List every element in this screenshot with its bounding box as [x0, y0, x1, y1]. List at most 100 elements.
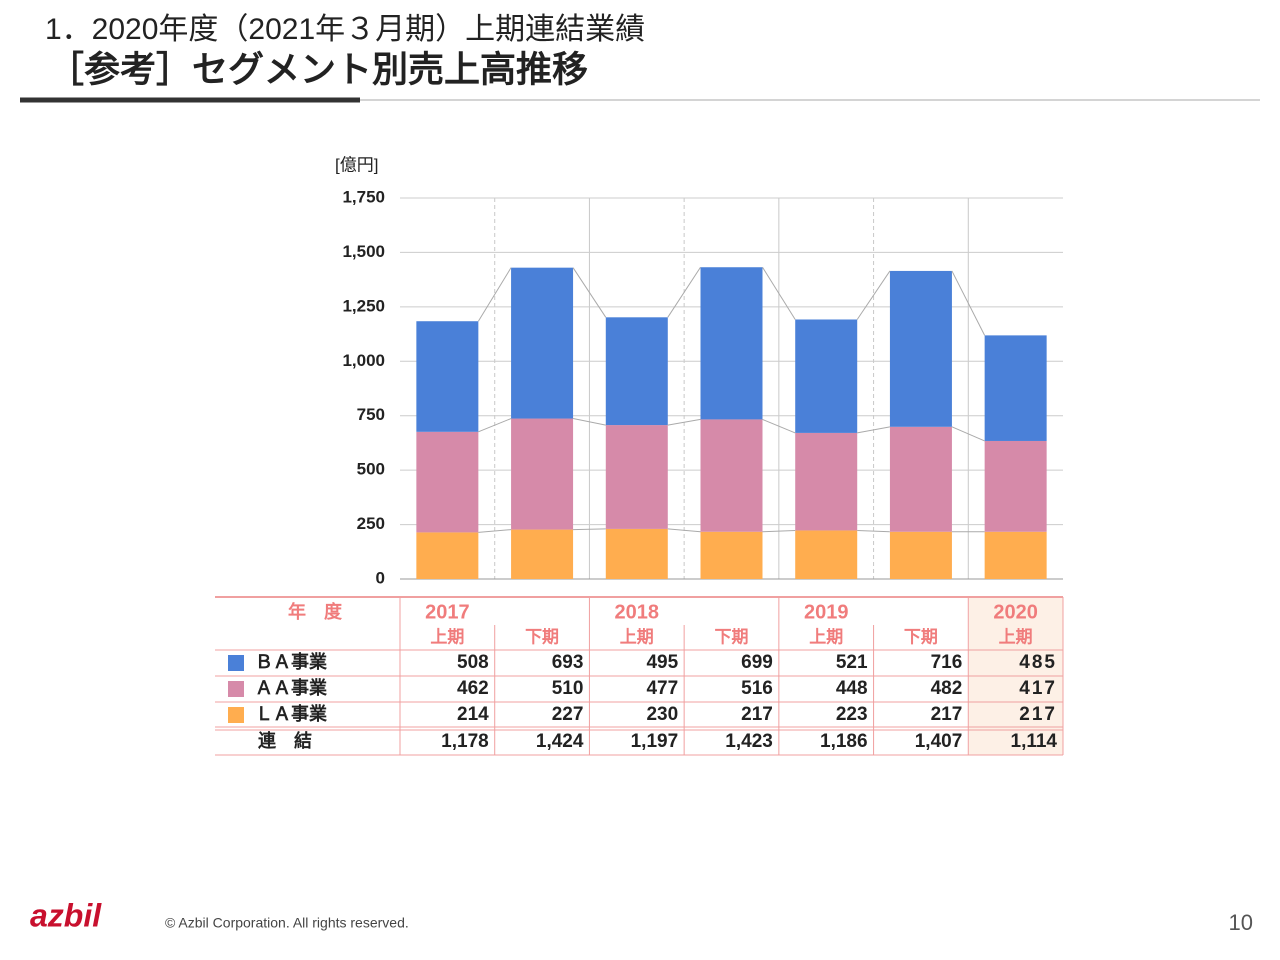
- connector-line: [762, 529, 796, 533]
- bar-segment: [605, 317, 668, 426]
- connector-line: [667, 266, 701, 318]
- logo: azbil: [30, 897, 102, 933]
- total-value: 1,186: [820, 731, 868, 752]
- table-value: 477: [646, 678, 678, 699]
- table-value: 217: [1019, 704, 1057, 725]
- half-label: 上期: [809, 627, 843, 646]
- table-value: 482: [931, 678, 963, 699]
- half-label: 上期: [620, 627, 654, 646]
- connector-line: [572, 418, 606, 426]
- bar-segment: [416, 431, 479, 533]
- legend-swatch: [228, 655, 244, 671]
- legend-label: ＡＡ事業: [255, 677, 328, 698]
- connector-line: [478, 418, 512, 433]
- bar-segment: [700, 531, 763, 579]
- connector-line: [857, 529, 890, 533]
- bar-segment: [416, 321, 479, 432]
- y-tick-label: 1,750: [342, 187, 385, 206]
- table-value: 223: [836, 704, 868, 725]
- bar-segment: [511, 418, 574, 530]
- bar-segment: [984, 531, 1047, 579]
- total-value: 1,178: [441, 731, 489, 752]
- y-tick-label: 500: [357, 460, 385, 479]
- connector-line: [856, 270, 891, 320]
- copyright: © Azbil Corporation. All rights reserved…: [165, 915, 409, 931]
- bar-segment: [795, 432, 858, 531]
- y-tick-label: 1,000: [342, 351, 385, 370]
- connector-line: [762, 266, 796, 320]
- year-label: 2019: [804, 601, 849, 623]
- page-number: 10: [1229, 910, 1253, 935]
- table-value: 448: [836, 678, 868, 699]
- half-label: 下期: [715, 627, 749, 646]
- connector-line: [762, 418, 796, 434]
- bar-segment: [889, 531, 952, 579]
- total-value: 1,423: [725, 731, 773, 752]
- half-label: 上期: [999, 627, 1033, 646]
- table-value: 227: [552, 704, 584, 725]
- year-label: 2017: [425, 601, 470, 623]
- legend-swatch: [228, 681, 244, 697]
- table-value: 462: [457, 678, 489, 699]
- connector-line: [573, 528, 606, 531]
- table-value: 693: [552, 652, 584, 673]
- table-value: 510: [552, 678, 584, 699]
- year-label: 2018: [615, 601, 660, 623]
- total-value: 1,114: [1011, 731, 1058, 752]
- bar-segment: [984, 335, 1047, 441]
- y-tick-label: 1,500: [342, 242, 385, 261]
- legend-label: ＬＡ事業: [255, 703, 328, 724]
- year-header: 年 度: [288, 601, 343, 622]
- total-value: 1,407: [915, 731, 963, 752]
- connector-line: [478, 529, 512, 533]
- bar-segment: [605, 425, 668, 529]
- connector-line: [857, 426, 891, 434]
- half-label: 下期: [525, 627, 559, 646]
- table-value: 485: [1019, 652, 1057, 673]
- y-axis-unit: [億円]: [335, 155, 378, 174]
- half-label: 下期: [904, 627, 938, 646]
- bar-segment: [605, 528, 668, 579]
- connector-line: [667, 528, 701, 533]
- bar-segment: [416, 532, 479, 579]
- half-label: 上期: [430, 627, 464, 646]
- bar-segment: [700, 419, 763, 532]
- connector-line: [477, 267, 512, 322]
- legend-label: ＢＡ事業: [255, 651, 328, 672]
- bar-segment: [984, 440, 1047, 532]
- total-value: 1,424: [536, 731, 584, 752]
- connector-line: [951, 270, 986, 336]
- connector-line: [951, 426, 985, 442]
- bar-segment: [795, 319, 858, 433]
- y-tick-label: 250: [357, 514, 385, 533]
- table-value: 508: [457, 652, 489, 673]
- table-value: 699: [741, 652, 773, 673]
- bar-segment: [795, 530, 858, 579]
- table-value: 716: [931, 652, 963, 673]
- year-label: 2020: [993, 601, 1038, 623]
- slide-subtitle: ［参考］セグメント別売上高推移: [48, 49, 588, 90]
- table-value: 217: [931, 704, 963, 725]
- bar-segment: [511, 529, 574, 579]
- slide-title: 1．2020年度（2021年３月期）上期連結業績: [45, 13, 645, 46]
- table-value: 495: [646, 652, 678, 673]
- table-value: 214: [457, 704, 489, 725]
- table-value: 417: [1019, 678, 1057, 699]
- connector-line: [572, 267, 607, 318]
- connector-line: [667, 418, 701, 426]
- bar-segment: [889, 270, 952, 427]
- table-value: 521: [836, 652, 868, 673]
- bar-segment: [511, 267, 574, 419]
- y-tick-label: 0: [376, 568, 385, 587]
- legend-swatch: [228, 707, 244, 723]
- y-tick-label: 1,250: [342, 296, 385, 315]
- total-label: 連 結: [258, 730, 312, 751]
- table-value: 516: [741, 678, 773, 699]
- bar-segment: [700, 267, 763, 420]
- table-value: 217: [741, 704, 773, 725]
- bar-segment: [889, 426, 952, 532]
- y-tick-label: 750: [357, 405, 385, 424]
- table-value: 230: [646, 704, 678, 725]
- total-value: 1,197: [631, 731, 679, 752]
